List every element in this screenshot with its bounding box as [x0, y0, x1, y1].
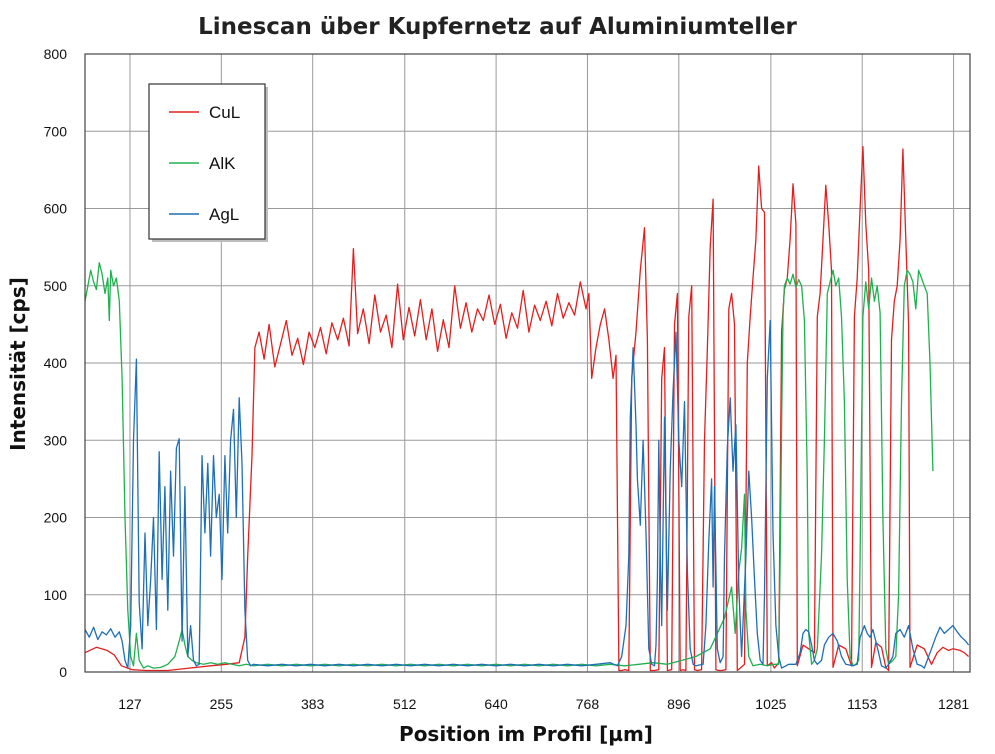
legend-label-agl: AgL [209, 205, 239, 224]
y-tick-label: 300 [44, 432, 68, 448]
x-tick-label: 640 [484, 696, 508, 712]
x-tick-label: 255 [210, 696, 234, 712]
x-axis-label: Position im Profil [µm] [399, 722, 653, 746]
y-tick-label: 200 [44, 510, 68, 526]
x-tick-label: 1281 [938, 696, 969, 712]
series-line-cul [84, 146, 970, 672]
legend-label-cul: CuL [209, 103, 240, 122]
chart-title: Linescan über Kupfernetz auf Aluminiumte… [198, 14, 797, 40]
y-tick-labels: 0 100 200 300 400 500 600 700 800 [44, 46, 68, 680]
y-tick-label: 800 [44, 46, 68, 62]
x-tick-label: 1025 [755, 696, 786, 712]
series-line-agl [84, 319, 970, 669]
x-tick-label: 127 [118, 696, 142, 712]
x-tick-label: 512 [393, 696, 417, 712]
x-tick-label: 768 [576, 696, 600, 712]
y-tick-label: 400 [44, 355, 68, 371]
x-tick-labels: 127 255 383 512 640 768 896 1025 1153 1281 [118, 696, 969, 712]
y-tick-label: 0 [59, 664, 67, 680]
y-tick-label: 100 [44, 587, 68, 603]
legend-box [148, 83, 266, 240]
plot-frame [84, 53, 971, 673]
y-tick-label: 700 [44, 123, 68, 139]
x-tick-label: 383 [301, 696, 325, 712]
series-lines [84, 146, 970, 672]
x-tick-label: 1153 [847, 696, 877, 712]
y-tick-label: 500 [44, 278, 68, 294]
x-tick-label: 896 [667, 696, 691, 712]
legend-label-alk: AlK [209, 154, 236, 173]
y-tick-label: 600 [44, 201, 68, 217]
legend: CuL AlK AgL [148, 83, 268, 242]
series-line-alk [84, 261, 934, 669]
